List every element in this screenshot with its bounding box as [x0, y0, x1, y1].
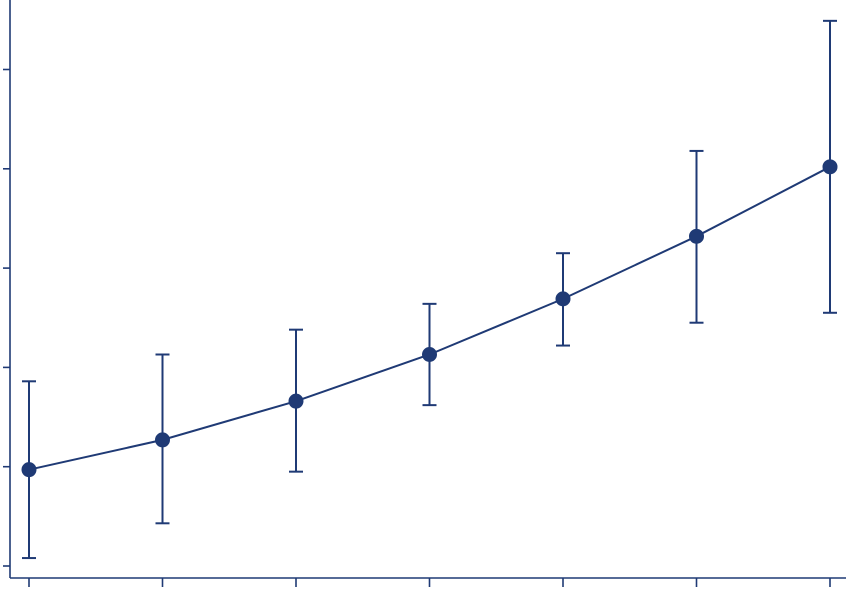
error-bars: [22, 19, 837, 560]
axes-group: [3, 0, 846, 587]
data-point-2: [155, 432, 170, 448]
x-ticks: [28, 578, 831, 587]
data-point-7: [822, 159, 838, 175]
data-point-1: [21, 462, 37, 478]
plot-area: [21, 19, 838, 560]
data-point-3: [288, 393, 304, 409]
data-point-6: [689, 228, 704, 244]
y-ticks: [3, 68, 10, 567]
data-point-5: [555, 291, 571, 307]
data-points: [21, 159, 838, 478]
data-point-4: [422, 346, 437, 362]
